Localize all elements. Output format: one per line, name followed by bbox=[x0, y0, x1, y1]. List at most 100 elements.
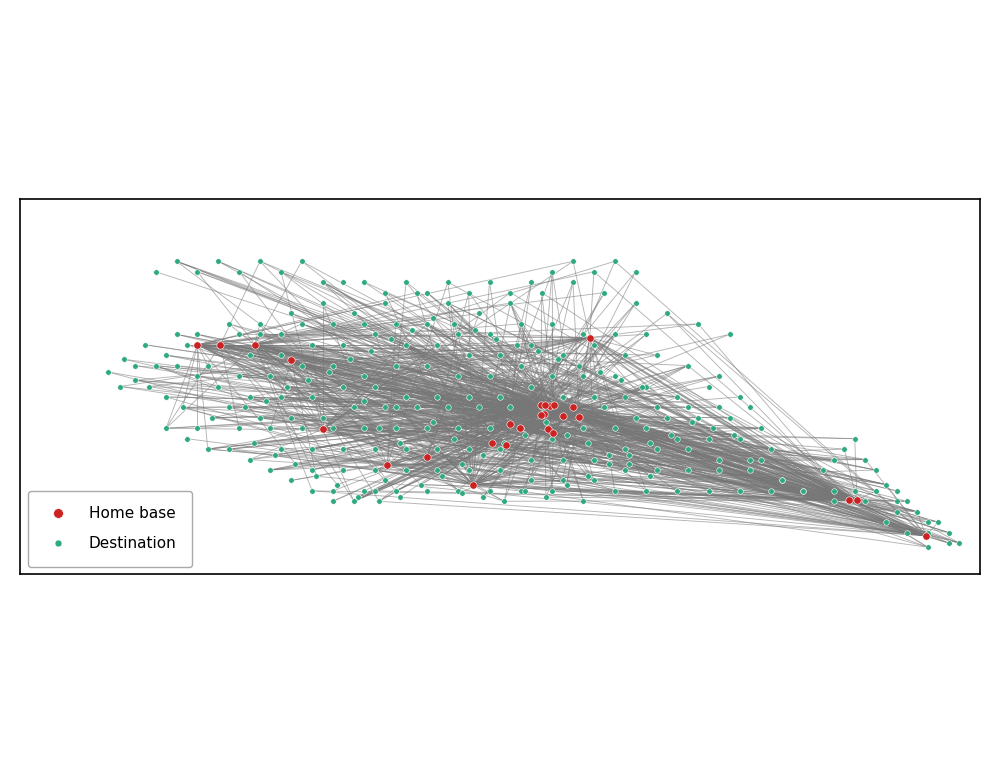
Point bbox=[247, 339, 263, 351]
Point bbox=[413, 478, 429, 491]
Point bbox=[475, 449, 491, 461]
Point bbox=[763, 443, 779, 455]
Point bbox=[127, 374, 143, 386]
Point bbox=[304, 390, 320, 403]
Point bbox=[377, 474, 393, 486]
Point bbox=[212, 339, 228, 351]
Point bbox=[815, 464, 831, 476]
Point bbox=[283, 354, 299, 366]
Point bbox=[267, 449, 283, 461]
Point bbox=[565, 401, 581, 414]
Point bbox=[398, 464, 414, 476]
Point bbox=[669, 485, 685, 497]
Point bbox=[742, 453, 758, 465]
Point bbox=[383, 332, 399, 345]
Point bbox=[189, 266, 205, 278]
Point bbox=[542, 400, 558, 413]
Point bbox=[242, 390, 258, 403]
Point bbox=[283, 308, 299, 320]
Point bbox=[409, 287, 425, 299]
Point bbox=[377, 401, 393, 414]
Point bbox=[304, 339, 320, 351]
Point bbox=[847, 485, 863, 497]
Point bbox=[262, 422, 278, 434]
Point bbox=[189, 370, 205, 383]
Point bbox=[388, 359, 404, 372]
Point bbox=[429, 390, 445, 403]
Point bbox=[607, 329, 623, 341]
Point bbox=[533, 409, 549, 421]
Point bbox=[826, 485, 842, 497]
Point bbox=[356, 395, 372, 407]
Point bbox=[795, 485, 811, 497]
Point bbox=[753, 453, 769, 465]
Point bbox=[137, 339, 153, 351]
Point bbox=[538, 491, 554, 503]
Point bbox=[920, 516, 936, 528]
Point bbox=[169, 255, 185, 267]
Point bbox=[204, 411, 220, 424]
Point bbox=[175, 401, 191, 414]
Point bbox=[325, 485, 341, 497]
Point bbox=[951, 536, 967, 549]
Point bbox=[246, 437, 262, 449]
Point bbox=[273, 266, 289, 278]
Point bbox=[540, 423, 556, 435]
Point bbox=[158, 422, 174, 434]
Point bbox=[398, 443, 414, 455]
Point bbox=[392, 437, 408, 449]
Point bbox=[482, 422, 498, 434]
Point bbox=[398, 339, 414, 351]
Point bbox=[690, 318, 706, 330]
Point bbox=[513, 485, 529, 497]
Point bbox=[127, 359, 143, 372]
Point bbox=[465, 478, 481, 491]
Point bbox=[607, 255, 623, 267]
Point bbox=[484, 437, 500, 449]
Point bbox=[242, 349, 258, 362]
Point bbox=[722, 329, 738, 341]
Point bbox=[148, 266, 164, 278]
Point bbox=[409, 401, 425, 414]
Point bbox=[158, 349, 174, 362]
Point bbox=[502, 401, 518, 414]
Point bbox=[621, 458, 637, 470]
Point bbox=[795, 485, 811, 497]
Point bbox=[555, 349, 571, 362]
Point bbox=[419, 287, 435, 299]
Point bbox=[398, 390, 414, 403]
Point bbox=[488, 332, 504, 345]
Point bbox=[649, 401, 665, 414]
Point bbox=[509, 339, 525, 351]
Point bbox=[586, 339, 602, 351]
Point bbox=[638, 380, 654, 393]
Point bbox=[189, 339, 205, 351]
Point bbox=[536, 408, 552, 421]
Point bbox=[258, 395, 274, 407]
Point bbox=[684, 416, 700, 428]
Point bbox=[849, 494, 865, 506]
Point bbox=[607, 485, 623, 497]
Point bbox=[231, 370, 247, 383]
Point bbox=[315, 423, 331, 435]
Point bbox=[377, 297, 393, 309]
Point bbox=[392, 491, 408, 503]
Point bbox=[398, 276, 414, 288]
Point bbox=[513, 318, 529, 330]
Point bbox=[546, 399, 562, 411]
Point bbox=[294, 318, 310, 330]
Point bbox=[628, 411, 644, 424]
Point bbox=[325, 422, 341, 434]
Point bbox=[899, 526, 915, 539]
Point bbox=[440, 276, 456, 288]
Point bbox=[889, 485, 905, 497]
Point bbox=[920, 541, 936, 553]
Point bbox=[252, 411, 268, 424]
Point bbox=[492, 443, 508, 455]
Point bbox=[116, 353, 132, 366]
Point bbox=[461, 443, 477, 455]
Point bbox=[538, 416, 554, 428]
Point bbox=[482, 485, 498, 497]
Point bbox=[450, 329, 466, 341]
Point bbox=[440, 297, 456, 309]
